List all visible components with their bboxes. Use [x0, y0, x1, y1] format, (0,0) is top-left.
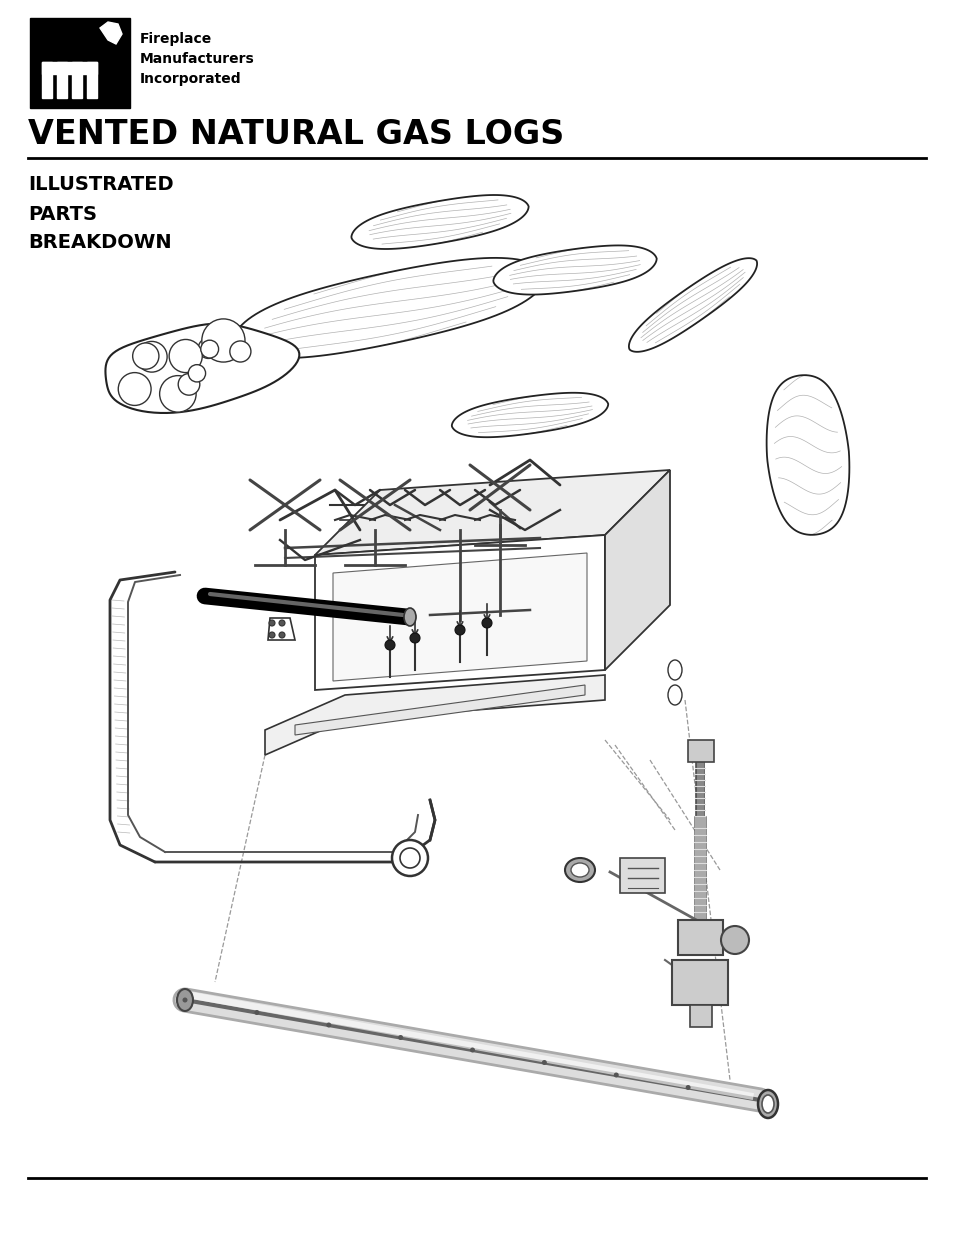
- Bar: [57, 62, 67, 98]
- Circle shape: [410, 634, 419, 643]
- Circle shape: [118, 373, 151, 405]
- Polygon shape: [628, 258, 757, 352]
- Circle shape: [541, 1060, 546, 1065]
- Circle shape: [278, 620, 285, 626]
- Text: ILLUSTRATED: ILLUSTRATED: [28, 175, 173, 194]
- Ellipse shape: [758, 1091, 778, 1118]
- Bar: [42, 62, 97, 74]
- Polygon shape: [268, 618, 294, 640]
- Polygon shape: [314, 471, 669, 555]
- Circle shape: [202, 319, 245, 362]
- Text: Manufacturers: Manufacturers: [140, 52, 254, 65]
- Ellipse shape: [667, 659, 681, 680]
- Circle shape: [399, 848, 419, 868]
- Circle shape: [230, 341, 251, 362]
- Ellipse shape: [761, 1095, 773, 1113]
- Polygon shape: [452, 393, 608, 437]
- Bar: [71, 62, 82, 98]
- Polygon shape: [265, 676, 604, 755]
- Bar: [671, 960, 727, 1005]
- Polygon shape: [233, 258, 546, 358]
- Circle shape: [455, 625, 464, 635]
- Circle shape: [481, 618, 492, 629]
- Polygon shape: [294, 685, 584, 735]
- Text: PARTS: PARTS: [28, 205, 97, 224]
- Circle shape: [198, 338, 218, 358]
- Circle shape: [470, 1047, 475, 1052]
- Polygon shape: [493, 246, 656, 295]
- Text: Incorporated: Incorporated: [140, 72, 241, 86]
- Circle shape: [178, 373, 199, 395]
- Polygon shape: [314, 535, 604, 690]
- Ellipse shape: [564, 858, 595, 882]
- Polygon shape: [604, 471, 669, 671]
- Text: VENTED NATURAL GAS LOGS: VENTED NATURAL GAS LOGS: [28, 119, 563, 151]
- Circle shape: [397, 1035, 403, 1040]
- Ellipse shape: [177, 989, 193, 1011]
- Circle shape: [254, 1010, 259, 1015]
- Bar: [687, 740, 713, 762]
- Circle shape: [182, 998, 188, 1003]
- Polygon shape: [333, 553, 586, 680]
- Circle shape: [159, 375, 196, 412]
- Bar: [87, 62, 97, 98]
- Text: Fireplace: Fireplace: [140, 32, 212, 46]
- Circle shape: [720, 926, 748, 953]
- Ellipse shape: [403, 608, 416, 626]
- Circle shape: [269, 620, 274, 626]
- Circle shape: [392, 840, 428, 876]
- Ellipse shape: [667, 685, 681, 705]
- Polygon shape: [351, 195, 528, 249]
- Bar: [619, 858, 664, 893]
- Polygon shape: [100, 22, 122, 44]
- Bar: [42, 62, 52, 98]
- Circle shape: [200, 340, 218, 358]
- Circle shape: [613, 1072, 618, 1077]
- Circle shape: [326, 1023, 331, 1028]
- Circle shape: [188, 364, 206, 382]
- Polygon shape: [106, 324, 299, 412]
- Circle shape: [685, 1086, 690, 1091]
- Bar: [678, 920, 722, 955]
- Circle shape: [278, 632, 285, 638]
- Bar: [689, 1005, 711, 1028]
- Circle shape: [136, 341, 167, 372]
- Circle shape: [169, 340, 202, 373]
- Circle shape: [132, 343, 159, 369]
- Bar: [30, 19, 130, 107]
- Ellipse shape: [571, 863, 588, 877]
- Circle shape: [385, 640, 395, 650]
- Text: BREAKDOWN: BREAKDOWN: [28, 233, 172, 252]
- Polygon shape: [766, 375, 848, 535]
- Circle shape: [269, 632, 274, 638]
